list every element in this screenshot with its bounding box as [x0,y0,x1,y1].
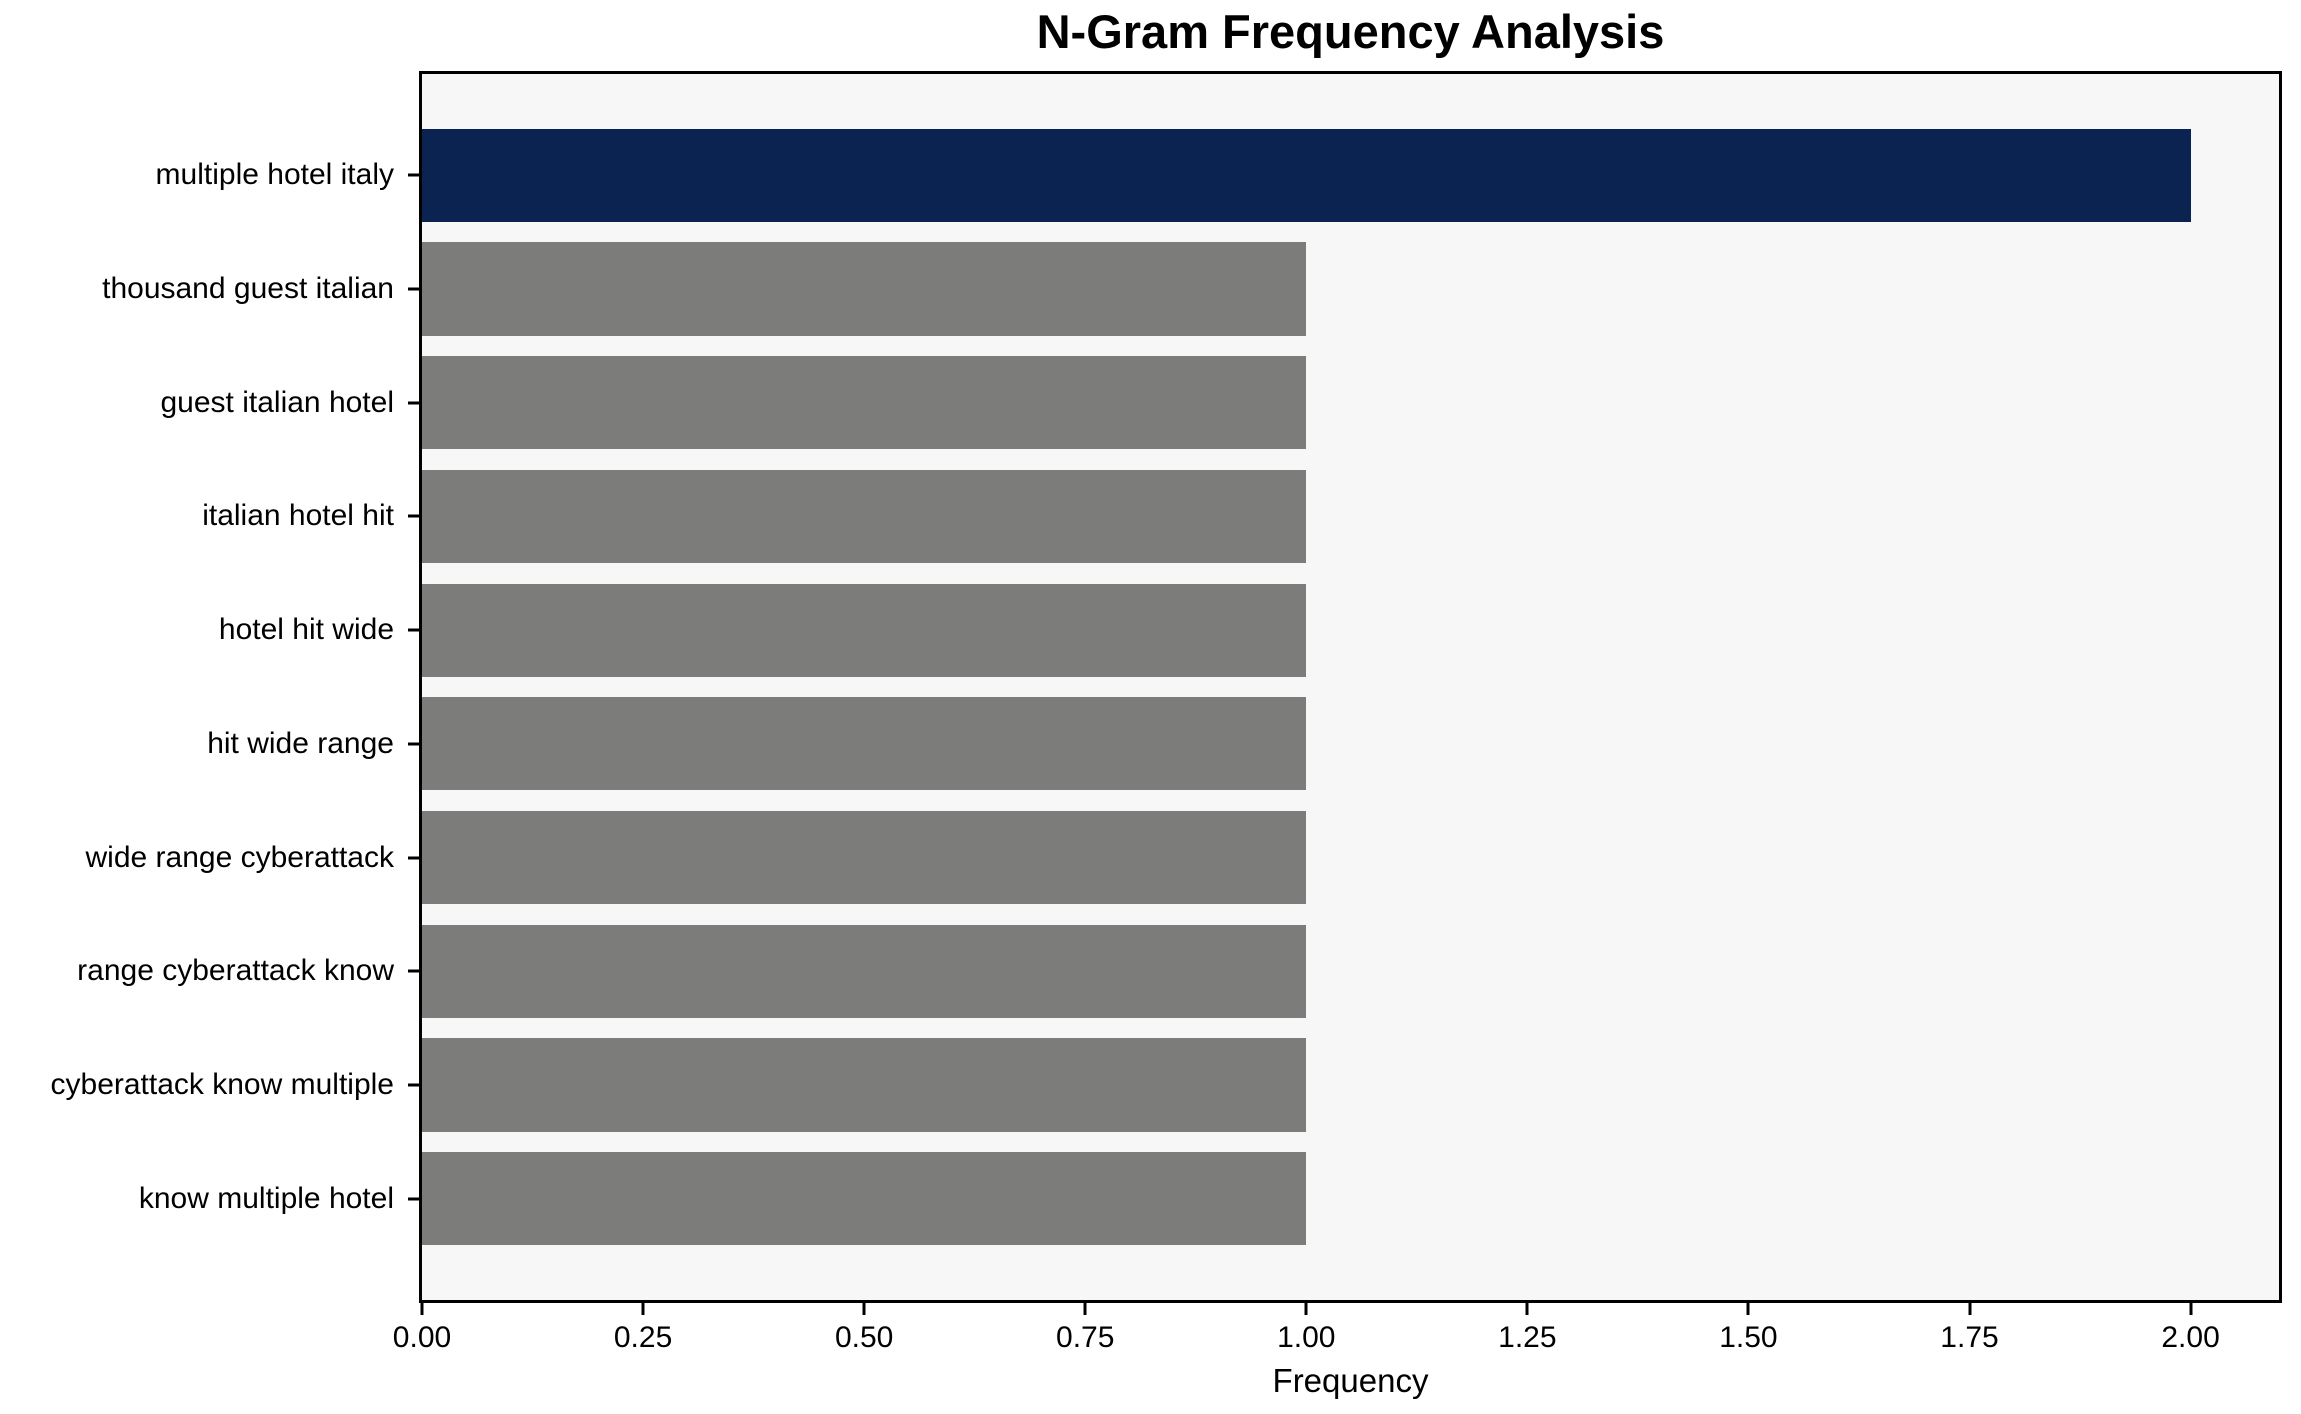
x-tick-label: 1.50 [1719,1321,1778,1354]
bar [422,356,1307,450]
x-tick-mark [420,1303,424,1315]
y-tick-label: hit wide range [207,726,394,760]
y-tick-mark [408,1197,419,1201]
x-tick-mark [1083,1303,1087,1315]
y-tick-label: know multiple hotel [138,1181,394,1215]
y-tick-label: wide range cyberattack [85,840,395,874]
x-tick-label: 1.75 [1940,1321,1999,1354]
chart-title: N-Gram Frequency Analysis [1036,5,1665,58]
x-axis-title: Frequency [1272,1362,1429,1399]
y-tick-label: guest italian hotel [160,385,395,419]
bar [422,1152,1307,1246]
y-tick-mark [408,514,419,518]
x-tick-mark [1304,1303,1308,1315]
y-tick-mark [408,1083,419,1087]
y-tick-label: cyberattack know multiple [50,1068,394,1102]
bar [422,697,1307,791]
y-tick-label: hotel hit wide [218,613,394,647]
x-tick-label: 0.50 [834,1321,894,1354]
y-tick-mark [408,969,419,973]
y-tick-label: range cyberattack know [77,954,394,988]
y-tick-mark [408,628,419,632]
x-tick-mark [1746,1303,1750,1315]
x-tick-mark [862,1303,866,1315]
y-tick-mark [408,742,419,746]
y-tick-label: thousand guest italian [102,271,394,305]
bar [422,810,1307,905]
x-tick-mark [1968,1303,1971,1315]
x-tick-label: 2.00 [2161,1321,2220,1354]
y-tick-mark [408,401,419,405]
x-tick-label: 0.25 [613,1321,673,1354]
y-tick-mark [408,856,419,860]
bar [422,1038,1307,1132]
x-tick-mark [1525,1303,1529,1315]
x-tick-label: 0.75 [1056,1321,1115,1354]
y-tick-label: italian hotel hit [202,499,394,533]
x-tick-mark [641,1303,645,1315]
bar [422,128,2191,222]
y-tick-mark [408,173,419,177]
x-tick-label: 1.25 [1498,1321,1557,1354]
bar [422,583,1307,677]
y-tick-label: multiple hotel italy [155,158,394,192]
x-axis: 0.00 0.25 0.50 0.75 1.00 1.25 1.50 1.75 2.00 [393,1303,2279,1403]
bar [422,242,1307,336]
y-axis: multiple hotel italy thousand guest itali… [0,71,419,1303]
x-tick-label: 1.00 [1277,1321,1336,1354]
bar [422,924,1307,1018]
plot-area [419,71,2282,1303]
x-tick-label: 0.00 [392,1321,452,1354]
x-tick-mark [2189,1303,2193,1315]
bar [422,469,1307,564]
y-tick-mark [408,287,419,291]
